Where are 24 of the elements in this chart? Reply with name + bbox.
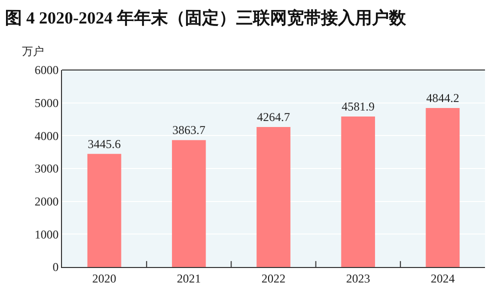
x-tick-label: 2020 — [92, 271, 116, 286]
bar — [341, 116, 376, 267]
data-label: 4844.2 — [426, 90, 460, 105]
y-tick-label: 6000 — [34, 63, 59, 78]
x-tick-label: 2021 — [176, 271, 201, 286]
data-label: 4264.7 — [257, 110, 290, 124]
chart-title: 图 4 2020-2024 年年末（固定）三联网宽带接入用户数 — [5, 8, 407, 28]
y-axis-title: 万户 — [22, 45, 44, 58]
data-label: 3863.7 — [172, 123, 206, 138]
data-label: 3445.6 — [88, 136, 121, 151]
bar — [256, 126, 290, 267]
y-tick-label: 0 — [52, 260, 59, 274]
y-tick-label: 3000 — [34, 162, 59, 176]
x-tick-label: 2022 — [262, 271, 286, 286]
bar — [426, 108, 460, 267]
y-tick-label: 2000 — [34, 194, 59, 209]
data-label: 4581.9 — [342, 100, 375, 114]
y-tick-label: 1000 — [34, 227, 59, 242]
y-tick-label: 4000 — [34, 128, 59, 143]
y-tick-label: 5000 — [34, 96, 59, 110]
bar — [87, 154, 122, 267]
bar — [172, 140, 206, 267]
x-tick-label: 2023 — [346, 271, 370, 286]
x-tick-label: 2024 — [430, 271, 455, 286]
